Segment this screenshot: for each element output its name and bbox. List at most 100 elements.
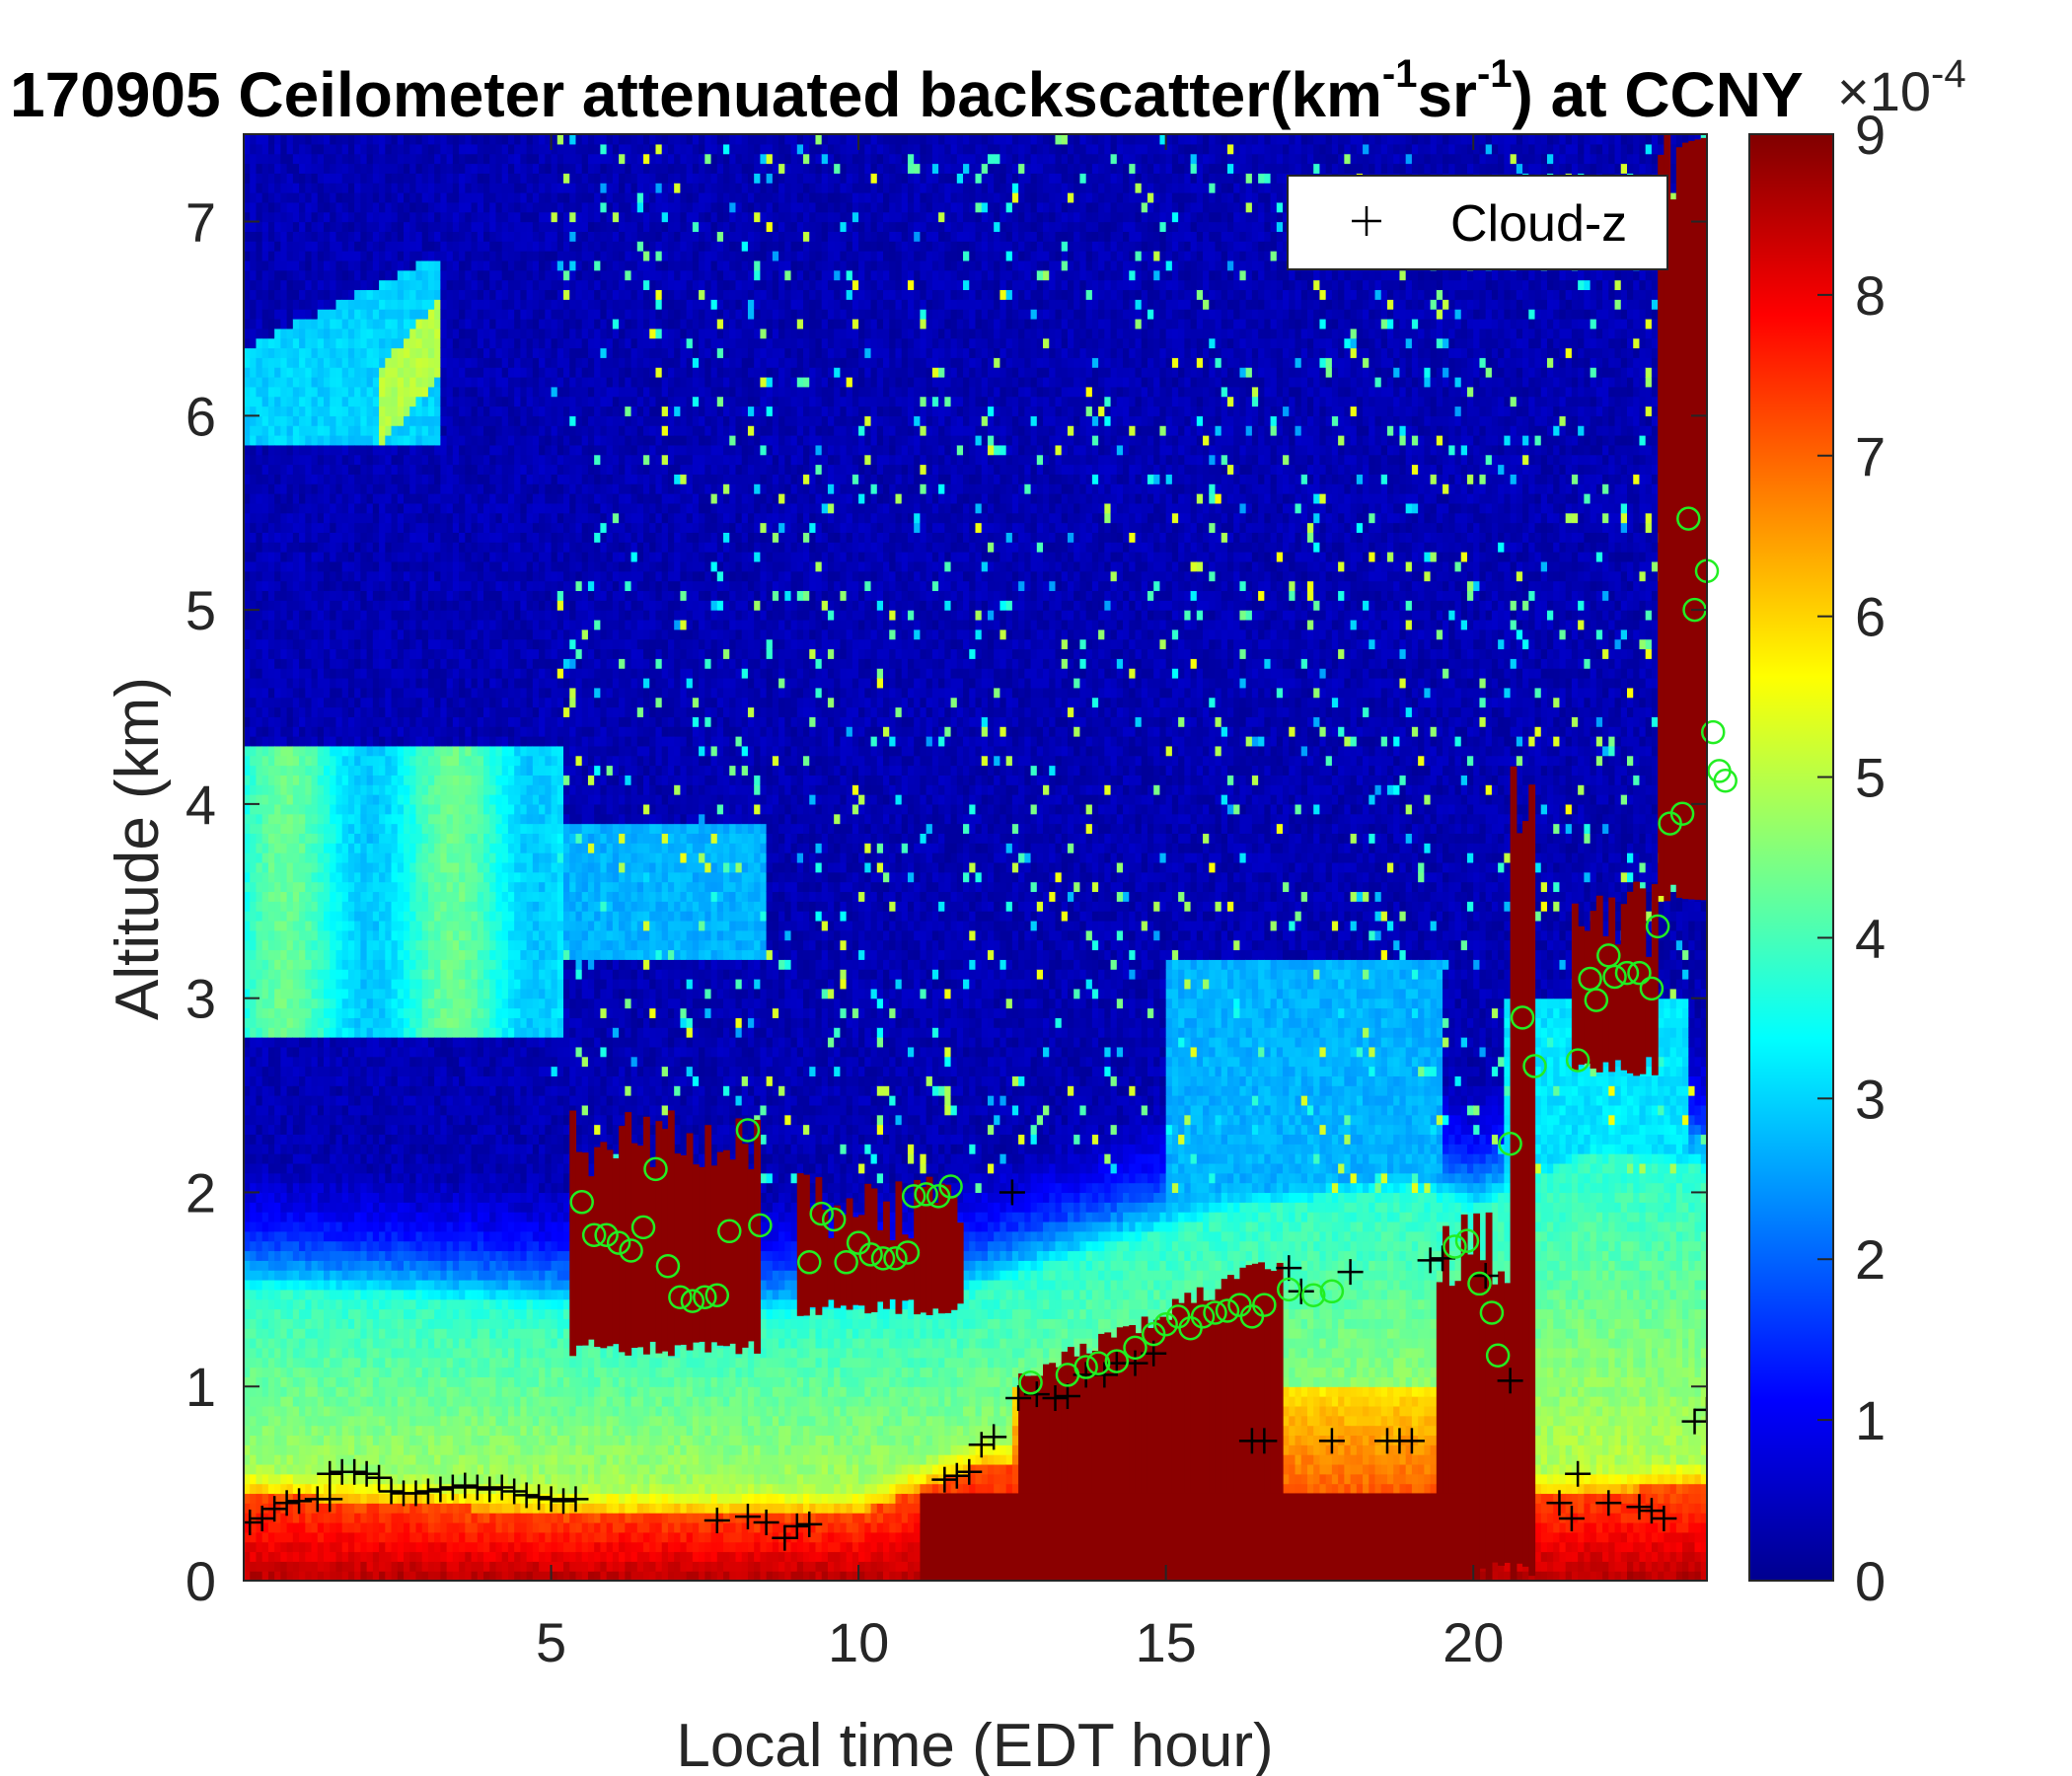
heatmap-cell [250,309,257,319]
heatmap-cell [318,707,325,717]
heatmap-cell [274,1173,281,1183]
heatmap-cell [324,707,331,717]
heatmap-cell [392,1067,399,1076]
heatmap-cell [318,280,325,290]
heatmap-cell [342,1183,349,1193]
heatmap-cell [335,610,342,620]
heatmap-cell [379,445,386,455]
heatmap-cell [305,610,312,620]
heatmap-cell [330,784,336,794]
heatmap-cell [422,465,429,475]
heatmap-cell [360,756,367,766]
heatmap-cell [348,357,355,367]
heatmap-cell [398,445,405,455]
heatmap-cell [262,1454,269,1464]
heatmap-cell [244,1241,251,1251]
heatmap-cell [379,1067,386,1076]
heatmap-cell [280,338,287,348]
heatmap-cell [330,1202,336,1212]
heatmap-cell [335,784,342,794]
heatmap-cell [268,503,275,513]
heatmap-cell [335,1542,342,1552]
heatmap-cell [354,1426,361,1436]
heatmap-cell [404,688,410,698]
heatmap-cell [342,1416,349,1426]
heatmap-cell [409,1202,416,1212]
heatmap-cell [422,1406,429,1416]
heatmap-cell [330,241,336,251]
heatmap-cell [354,1057,361,1067]
heatmap-cell [293,784,300,794]
heatmap-cell [305,698,312,707]
heatmap-cell [305,862,312,872]
heatmap-cell [379,561,386,571]
heatmap-cell [342,1047,349,1057]
heatmap-cell [385,1318,392,1328]
heatmap-cell [392,1464,399,1474]
heatmap-cell [379,1105,386,1115]
heatmap-cell [360,532,367,542]
heatmap-cell [398,707,405,717]
heatmap-cell [318,542,325,552]
heatmap-cell [318,377,325,387]
heatmap-cell [373,1125,380,1135]
heatmap-cell [324,581,331,591]
heatmap-cell [312,377,319,387]
heatmap-cell [342,406,349,415]
heatmap-cell [256,678,262,688]
heatmap-cell [299,455,306,465]
heatmap-cell [262,415,269,425]
heatmap-cell [324,542,331,552]
heatmap-cell [299,1153,306,1163]
heatmap-cell [367,202,374,212]
heatmap-cell [335,552,342,561]
heatmap-cell [324,1542,331,1552]
heatmap-cell [398,347,405,357]
heatmap-cell [422,455,429,465]
heatmap-cell [373,173,380,183]
heatmap-cell [392,581,399,591]
heatmap-cell [299,581,306,591]
heatmap-cell [312,1309,319,1319]
heatmap-cell [324,1241,331,1251]
heatmap-cell [330,921,336,930]
heatmap-cell [280,989,287,999]
heatmap-cell [305,1085,312,1095]
heatmap-cell [404,397,410,407]
heatmap-cell [398,989,405,999]
heatmap-cell [256,1017,262,1027]
heatmap-cell [367,532,374,542]
heatmap-cell [392,1338,399,1348]
heatmap-cell [392,736,399,746]
heatmap-cell [360,668,367,678]
heatmap-cell [318,523,325,533]
heatmap-cell [250,707,257,717]
heatmap-cell [422,872,429,882]
heatmap-cell [367,406,374,415]
heatmap-cell [415,319,422,329]
heatmap-cell [392,959,399,969]
heatmap-cell [367,435,374,445]
heatmap-cell [373,775,380,784]
heatmap-cell [312,1047,319,1057]
heatmap-cell [268,1017,275,1027]
heatmap-cell [250,804,257,814]
heatmap-cell [330,882,336,892]
heatmap-cell [318,1037,325,1047]
heatmap-cell [268,1426,275,1436]
heatmap-cell [312,639,319,649]
heatmap-cell [287,1125,294,1135]
heatmap-cell [318,465,325,475]
heatmap-cell [299,969,306,979]
heatmap-cell [348,552,355,561]
heatmap-cell [373,1426,380,1436]
heatmap-cell [293,387,300,397]
heatmap-cell [373,144,380,154]
heatmap-cell [385,949,392,959]
heatmap-cell [354,969,361,979]
heatmap-cell [398,1250,405,1260]
heatmap-cell [324,367,331,377]
heatmap-cell [392,260,399,270]
heatmap-cell [305,1037,312,1047]
heatmap-cell [335,289,342,299]
